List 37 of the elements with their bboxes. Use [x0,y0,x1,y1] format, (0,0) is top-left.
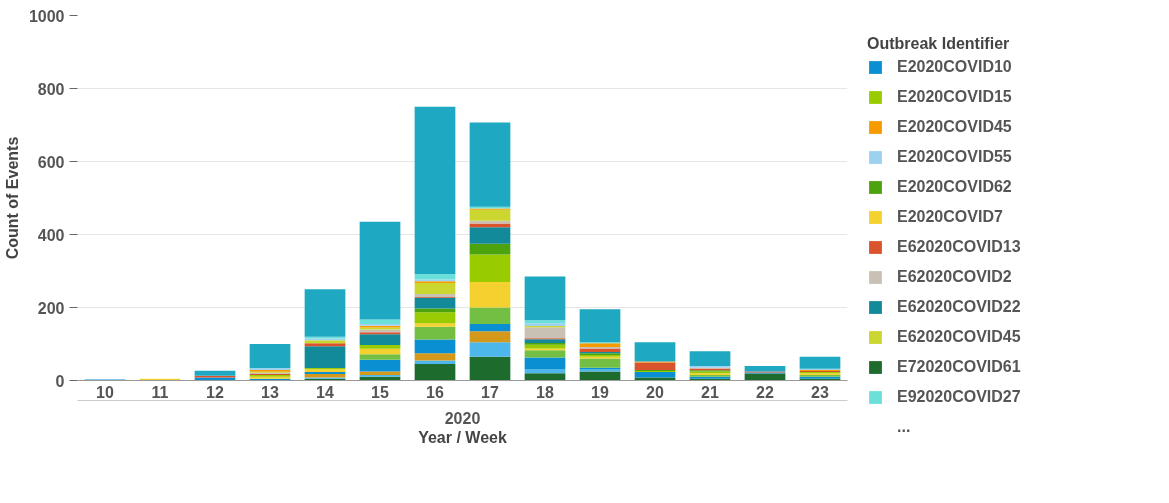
legend-label: E62020COVID2 [897,268,1012,286]
y-tick-label: 200 [37,299,65,317]
legend-label: E72020COVID61 [897,358,1021,376]
legend-label: E2020COVID7 [897,208,1003,226]
x-tick-label: 16 [426,383,444,401]
legend-label: E62020COVID45 [897,328,1021,346]
legend-label: E2020COVID10 [897,58,1012,76]
x-tick-label: 12 [206,383,224,401]
x-tick-label: 11 [151,383,169,401]
text: 2020 [444,409,481,427]
x-tick-label: 20 [646,383,664,401]
legend-label: E2020COVID45 [897,118,1012,136]
x-tick-label: 18 [536,383,554,401]
y-axis-title: Count of Events [3,136,21,260]
legend-title: Outbreak Identifier [867,35,1011,53]
y-tick-label: 1000 [28,7,65,25]
x-tick-label: 23 [811,383,829,401]
x-tick-label: 15 [371,383,389,401]
legend-label: E62020COVID22 [897,298,1021,316]
x-tick-label: 17 [481,383,499,401]
text: ... [897,418,912,436]
y-tick-label: 600 [37,153,65,171]
legend-label: E92020COVID27 [897,388,1021,406]
legend-label: E62020COVID13 [897,238,1021,256]
legend-label: E2020COVID15 [897,88,1012,106]
y-tick-label: 800 [37,80,65,98]
x-tick-label: 14 [316,383,334,401]
legend-label: E2020COVID62 [897,178,1012,196]
x-axis-title: Year / Week [418,428,507,446]
x-tick-label: 10 [96,383,114,401]
y-tick-label: 400 [37,226,65,244]
x-tick-label: 13 [261,383,279,401]
x-tick-label: 22 [756,383,774,401]
x-tick-label: 19 [591,383,609,401]
legend-label: E2020COVID55 [897,148,1012,166]
x-tick-label: 21 [701,383,719,401]
y-tick-label: 0 [55,372,65,390]
